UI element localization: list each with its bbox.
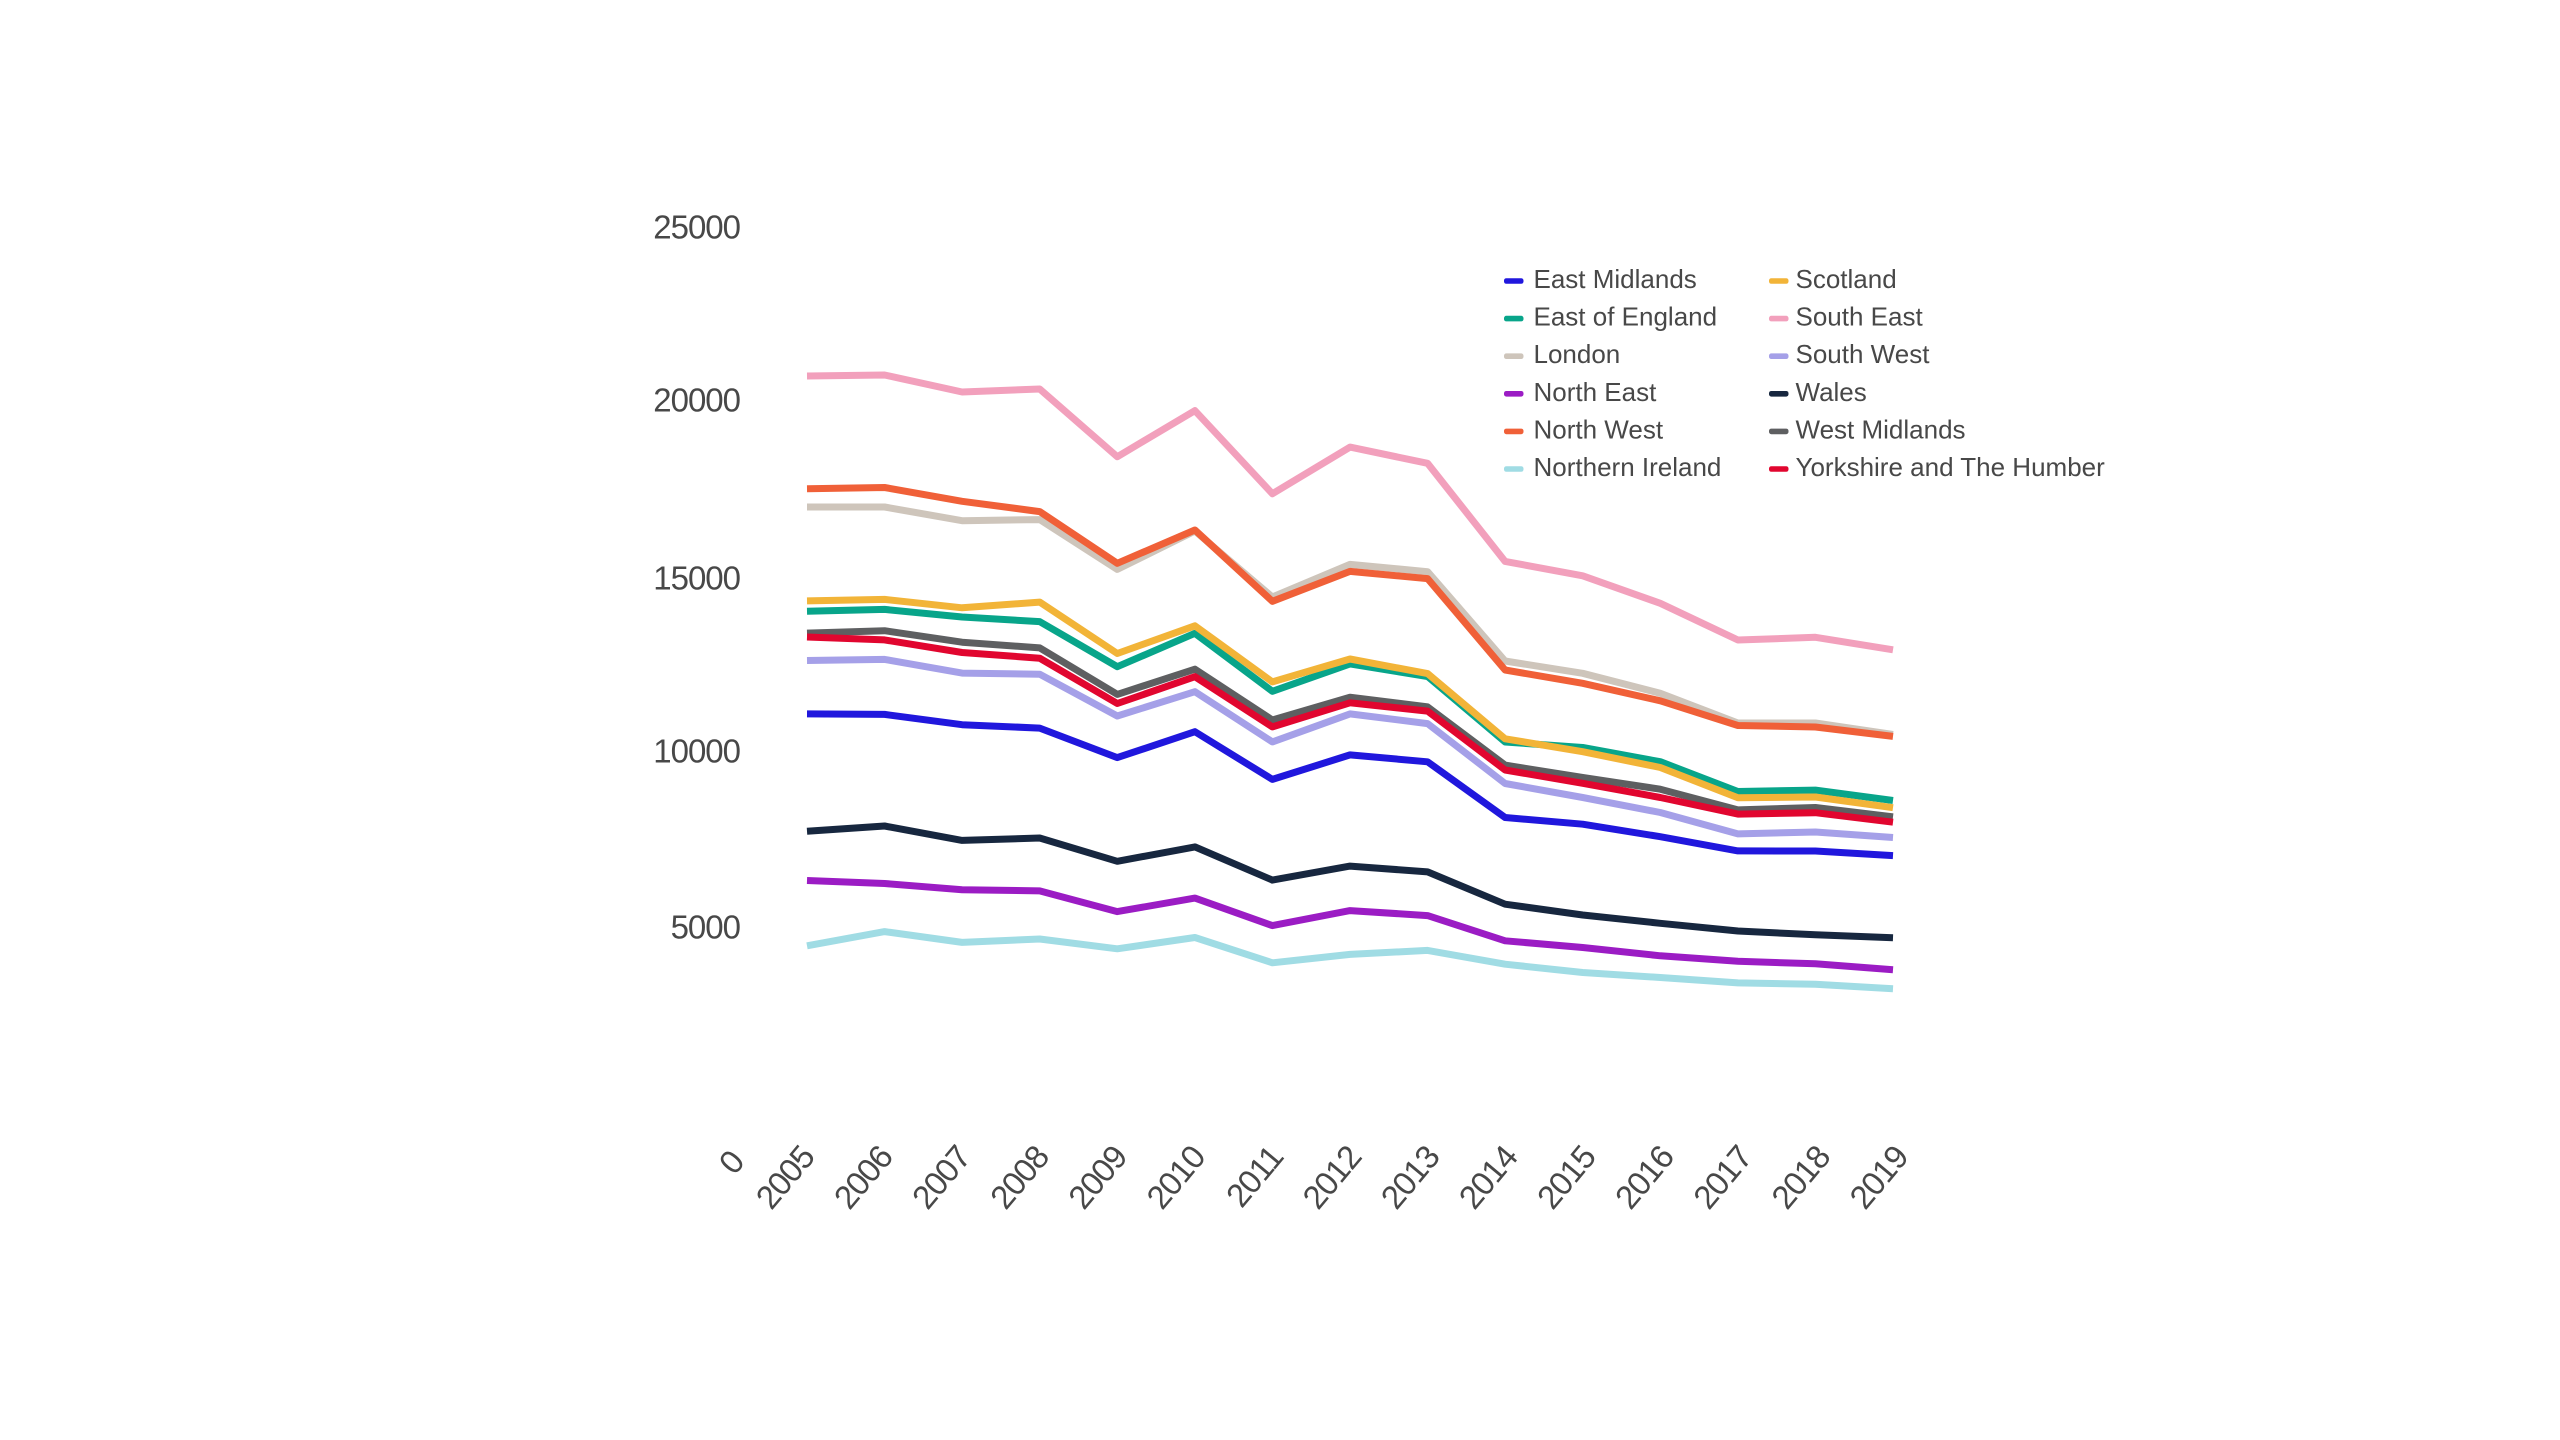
svg-text:Northern Ireland: Northern Ireland: [1534, 452, 1722, 482]
svg-text:Scotland: Scotland: [1796, 264, 1897, 294]
svg-text:2016: 2016: [1608, 1139, 1681, 1216]
svg-text:South East: South East: [1796, 302, 1924, 332]
svg-text:15000: 15000: [653, 560, 740, 597]
svg-text:0: 0: [711, 1143, 751, 1181]
svg-text:2014: 2014: [1451, 1138, 1524, 1215]
svg-text:Wales: Wales: [1796, 377, 1867, 407]
svg-text:2008: 2008: [983, 1139, 1056, 1216]
svg-text:2017: 2017: [1686, 1139, 1759, 1216]
svg-text:East of England: East of England: [1534, 302, 1718, 332]
svg-text:South West: South West: [1796, 339, 1931, 369]
svg-text:2009: 2009: [1061, 1139, 1134, 1216]
svg-text:East Midlands: East Midlands: [1534, 264, 1697, 294]
svg-text:2018: 2018: [1764, 1139, 1837, 1216]
svg-text:2007: 2007: [905, 1139, 978, 1216]
svg-text:North West: North West: [1534, 414, 1664, 444]
svg-text:2010: 2010: [1139, 1138, 1212, 1215]
svg-text:2005: 2005: [748, 1139, 821, 1216]
svg-text:2019: 2019: [1842, 1139, 1915, 1216]
svg-text:2006: 2006: [826, 1139, 899, 1216]
svg-text:North East: North East: [1534, 377, 1658, 407]
svg-text:2013: 2013: [1373, 1139, 1446, 1216]
svg-text:5000: 5000: [671, 909, 741, 946]
svg-text:25000: 25000: [653, 209, 740, 246]
svg-text:London: London: [1534, 339, 1621, 369]
svg-text:2012: 2012: [1295, 1139, 1368, 1216]
svg-text:2011: 2011: [1219, 1139, 1290, 1214]
svg-text:10000: 10000: [653, 733, 740, 770]
svg-text:20000: 20000: [653, 382, 740, 419]
svg-text:Yorkshire and The Humber: Yorkshire and The Humber: [1796, 452, 2106, 482]
svg-text:2015: 2015: [1530, 1139, 1603, 1216]
svg-text:West Midlands: West Midlands: [1796, 414, 1966, 444]
